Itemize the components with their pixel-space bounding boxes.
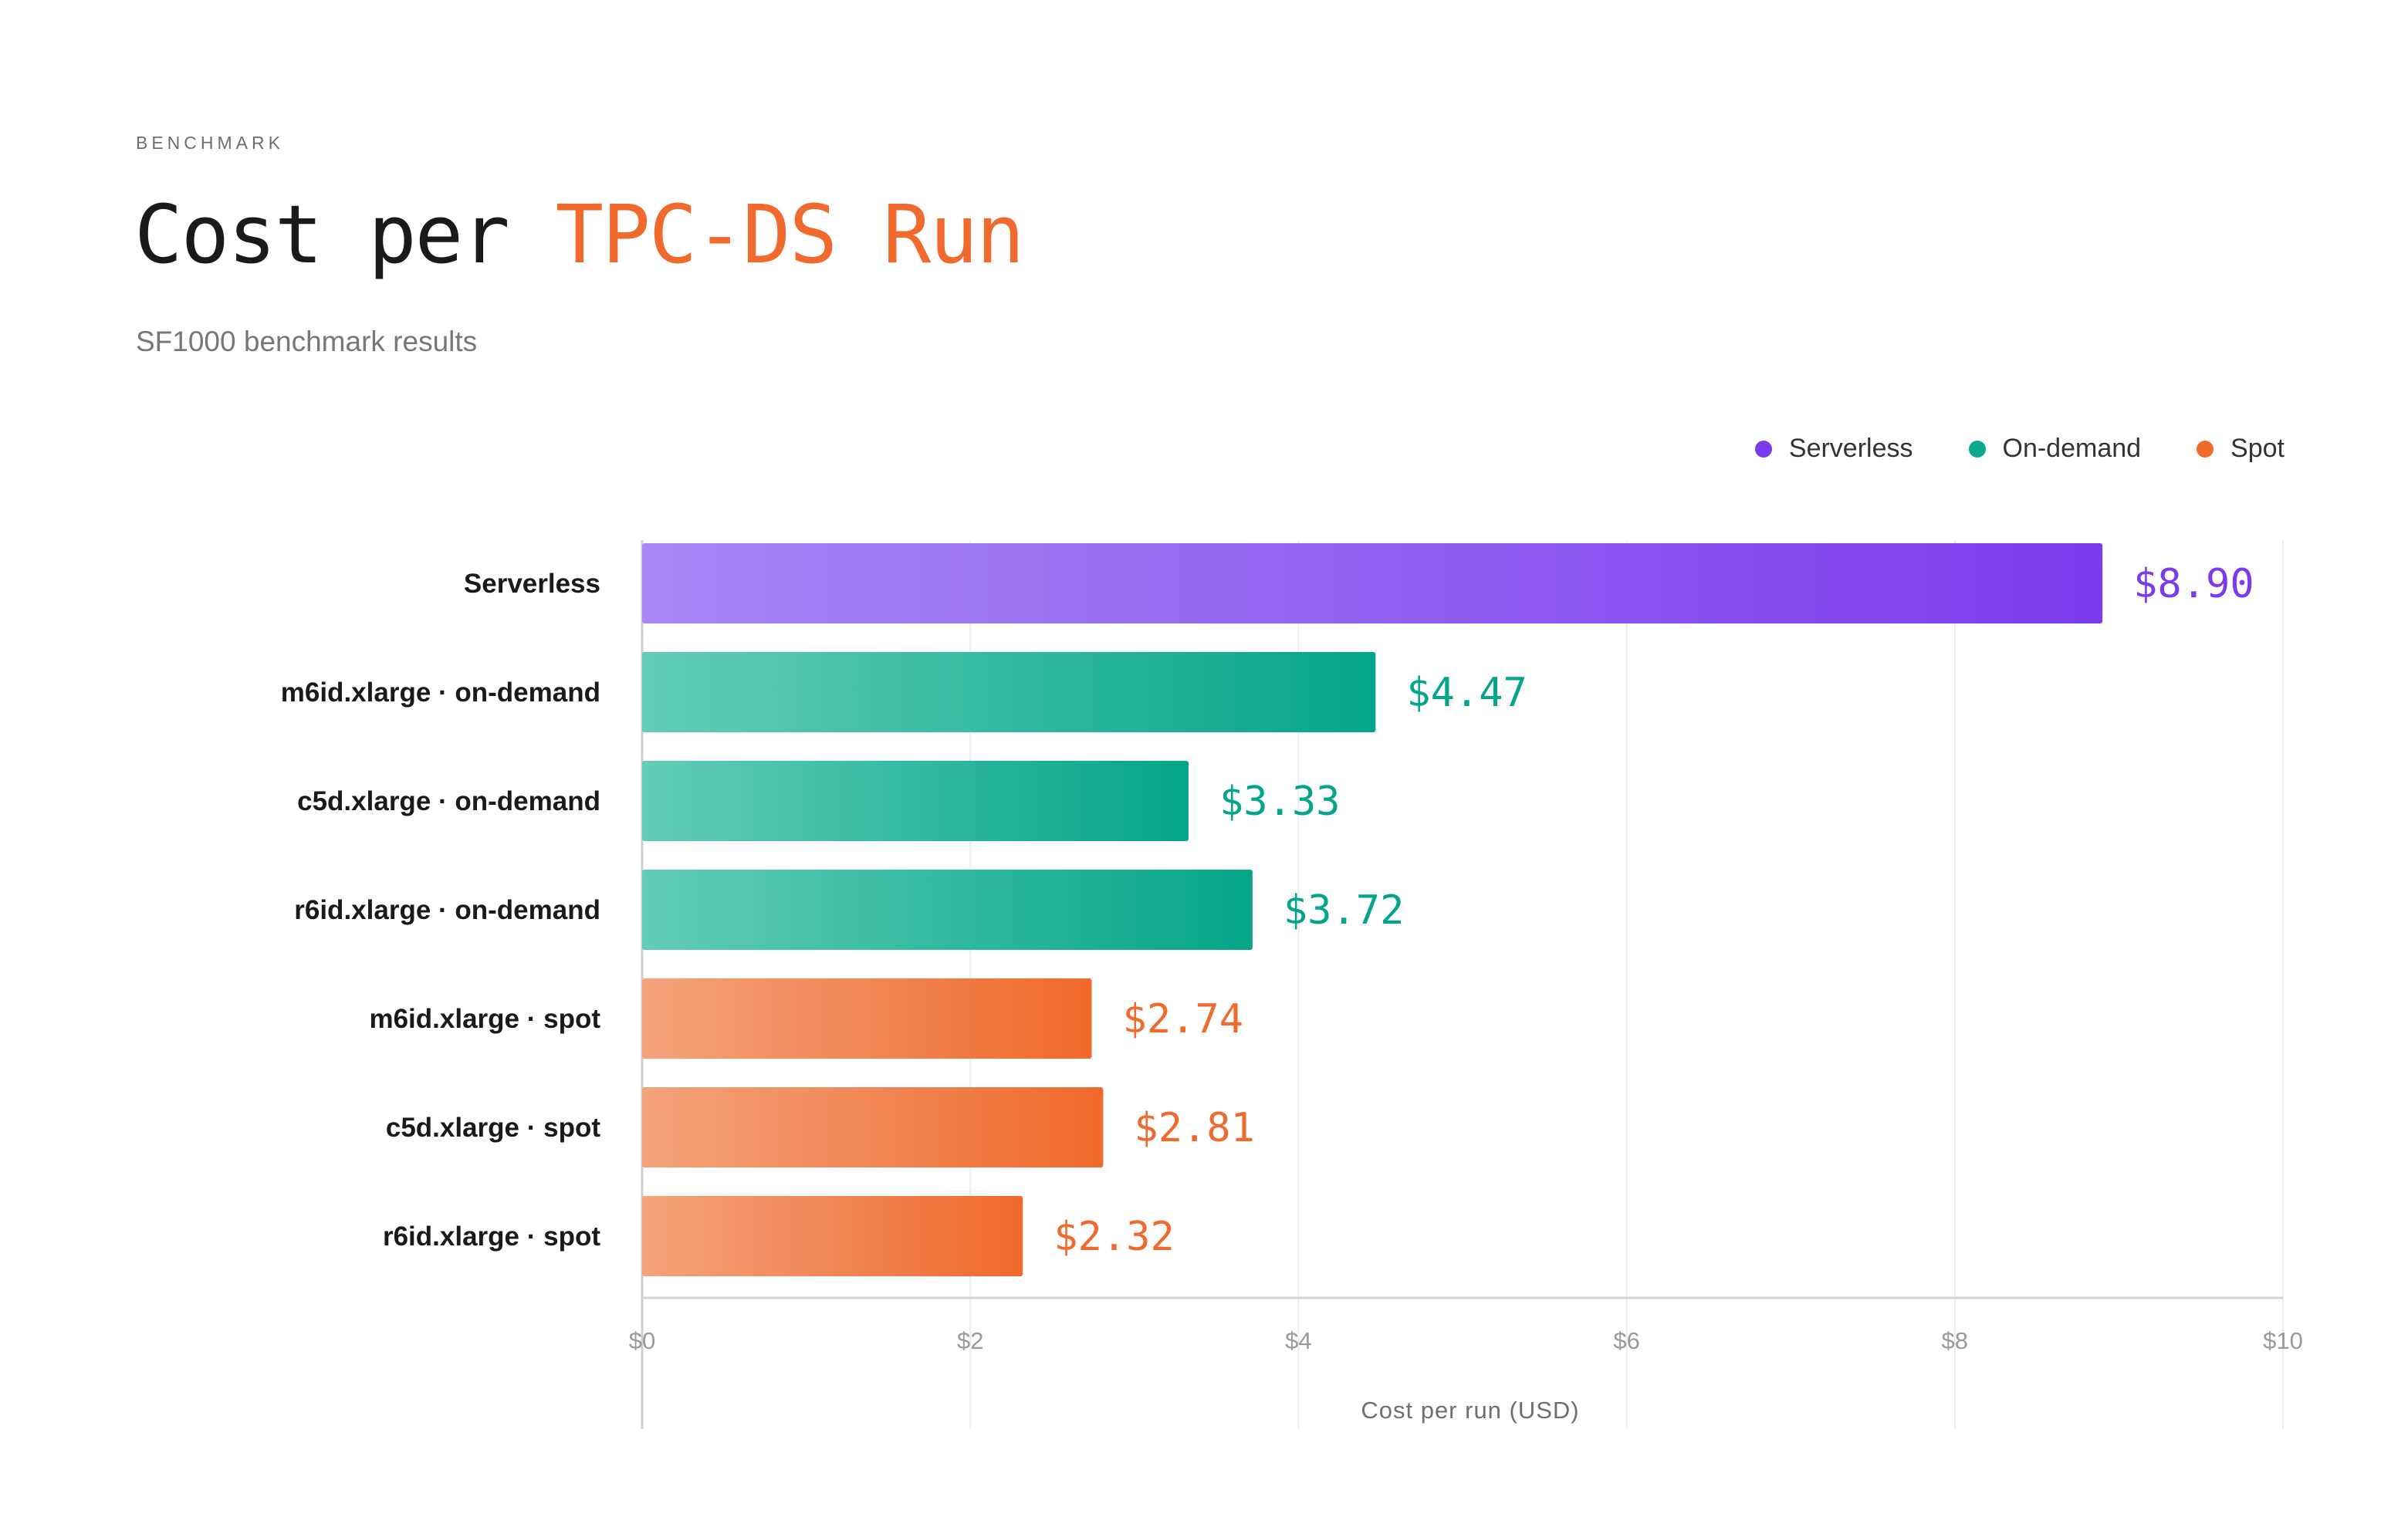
category-label: c5d.xlarge · on-demand [297, 786, 600, 816]
value-label: $3.72 [1283, 887, 1405, 934]
legend-label-spot: Spot [2230, 434, 2285, 463]
chart-subtitle: SF1000 benchmark results [136, 326, 478, 357]
title-main: Cost per [134, 188, 556, 282]
legend-item-spot: Spot [2197, 434, 2285, 464]
category-label: r6id.xlarge · spot [383, 1221, 600, 1252]
category-label: m6id.xlarge · spot [369, 1004, 600, 1034]
legend-dot-on-demand [1968, 440, 1986, 458]
x-tick-label: $2 [957, 1327, 983, 1354]
category-label: c5d.xlarge · spot [386, 1113, 600, 1143]
category-label: m6id.xlarge · on-demand [281, 677, 600, 708]
bar [642, 870, 1253, 950]
legend-dot-serverless [1754, 440, 1772, 458]
legend: Serverless On-demand Spot [1754, 434, 2285, 464]
value-label: $8.90 [2133, 561, 2254, 607]
x-axis-label: Cost per run (USD) [1361, 1397, 1579, 1424]
legend-dot-spot [2197, 440, 2214, 458]
eyebrow-label: BENCHMARK [136, 133, 284, 153]
legend-label-on-demand: On-demand [2002, 434, 2142, 463]
value-label: $2.32 [1054, 1214, 1175, 1260]
bar [642, 1087, 1104, 1167]
bar [642, 652, 1376, 732]
value-label: $4.47 [1406, 670, 1527, 716]
legend-label-serverless: Serverless [1788, 434, 1913, 463]
legend-item-serverless: Serverless [1754, 434, 1913, 464]
bar [642, 543, 2103, 623]
value-label: $2.74 [1123, 996, 1244, 1042]
category-label: Serverless [464, 569, 600, 599]
x-tick-label: $0 [629, 1327, 655, 1354]
x-tick-label: $10 [2263, 1327, 2303, 1354]
bar [642, 1196, 1023, 1276]
category-label: r6id.xlarge · on-demand [294, 895, 600, 925]
bar [642, 978, 1092, 1059]
legend-item-on-demand: On-demand [1968, 434, 2142, 464]
chart-title: Cost per TPC-DS Run [134, 194, 1025, 275]
bar [642, 761, 1189, 841]
title-accent: TPC-DS Run [555, 188, 1025, 282]
x-tick-label: $6 [1613, 1327, 1639, 1354]
x-tick-label: $8 [1942, 1327, 1968, 1354]
x-tick-label: $4 [1285, 1327, 1311, 1354]
value-label: $3.33 [1219, 779, 1341, 825]
value-label: $2.81 [1134, 1105, 1255, 1151]
